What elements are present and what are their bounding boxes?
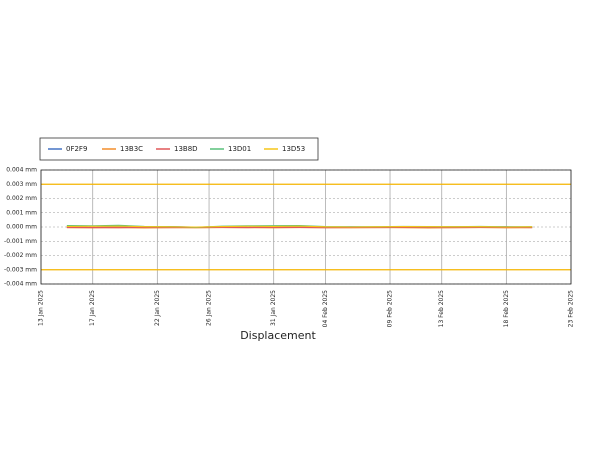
x-tick-label: 22 Jan 2025 (154, 290, 161, 326)
plot-frame (40, 169, 572, 285)
y-tick-label: -0.001 mm (4, 238, 37, 245)
legend-label: 13B3C (120, 145, 143, 153)
y-tick-label: 0.000 mm (6, 224, 37, 231)
legend-label: 13B8D (174, 145, 198, 153)
legend-label: 13D01 (228, 145, 251, 153)
y-tick-label: -0.004 mm (4, 281, 37, 288)
x-tick-label: 13 Jan 2025 (38, 290, 45, 326)
y-tick-label: 0.001 mm (6, 209, 37, 216)
legend-label: 0F2F9 (66, 145, 87, 153)
x-tick-label: 31 Jan 2025 (270, 290, 277, 326)
x-axis-label: Displacement (240, 329, 316, 342)
legend-box (39, 137, 319, 161)
y-tick-label: 0.002 mm (6, 195, 37, 202)
series-line (66, 225, 533, 228)
x-tick-label: 18 Feb 2025 (503, 290, 510, 328)
y-tick-label: 0.003 mm (6, 181, 37, 188)
x-tick-label: 13 Feb 2025 (438, 290, 445, 328)
legend-label: 13D53 (282, 145, 305, 153)
x-tick-label: 09 Feb 2025 (387, 290, 394, 328)
x-tick-label: 17 Jan 2025 (89, 290, 96, 326)
x-tick-label: 23 Feb 2025 (568, 290, 575, 328)
y-tick-label: 0.004 mm (6, 167, 37, 174)
x-tick-label: 04 Feb 2025 (322, 290, 329, 328)
y-tick-label: -0.002 mm (4, 252, 37, 259)
x-tick-label: 26 Jan 2025 (206, 290, 213, 326)
y-tick-label: -0.003 mm (4, 266, 37, 273)
